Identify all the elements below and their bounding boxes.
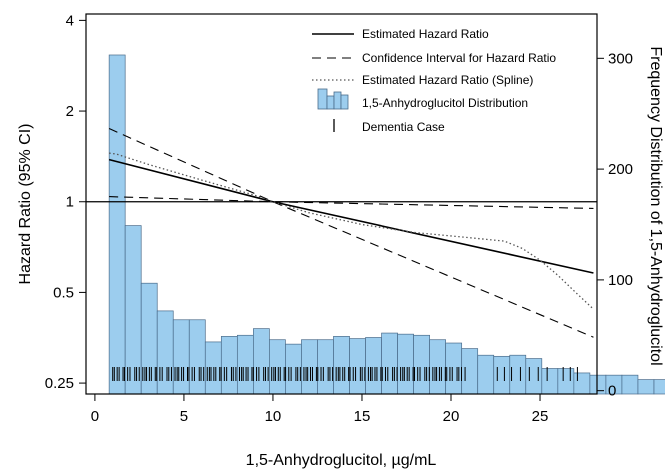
histogram-bar xyxy=(573,372,591,395)
histogram-bar xyxy=(365,337,382,395)
series-lines xyxy=(108,128,594,338)
histogram-bar xyxy=(301,339,318,395)
y-right-axis-ticks: 0 100 200 300 xyxy=(597,50,633,400)
y-left-tick-label: 2 xyxy=(66,103,74,120)
histogram-bar xyxy=(220,336,238,395)
histogram-bar xyxy=(493,355,511,395)
histogram-bar xyxy=(429,339,447,395)
histogram-bar xyxy=(285,343,302,395)
legend-label-dementia-case: Dementia Case xyxy=(362,120,445,134)
legend-hist-bar-4 xyxy=(340,94,349,110)
histogram-bar xyxy=(525,358,543,395)
histogram xyxy=(108,54,665,395)
ci-upper-line xyxy=(108,128,594,338)
histogram-bar xyxy=(461,348,479,395)
legend-label-estimated: Estimated Hazard Ratio xyxy=(362,27,489,41)
x-axis-title: 1,5-Anhydroglucitol, µg/mL xyxy=(246,452,437,469)
y-right-tick-label: 100 xyxy=(608,272,633,289)
histogram-bar xyxy=(333,336,350,395)
legend-swatch-histogram xyxy=(317,88,349,110)
histogram-bar xyxy=(108,54,126,395)
y-right-tick-label: 200 xyxy=(608,161,633,178)
x-tick-label: 25 xyxy=(532,408,549,425)
histogram-bar xyxy=(381,332,398,395)
histogram-bar xyxy=(637,379,655,395)
estimated-hazard-ratio-line xyxy=(108,158,594,274)
histogram-bar xyxy=(317,339,334,395)
x-tick-label: 20 xyxy=(443,408,460,425)
y-right-tick-label: 300 xyxy=(608,50,633,67)
y-left-tick-label: 1 xyxy=(66,194,74,211)
legend: Estimated Hazard Ratio Confidence Interv… xyxy=(312,27,556,134)
x-axis-ticks: 0 5 10 15 20 25 xyxy=(91,394,549,425)
plot-frame xyxy=(85,13,598,395)
histogram-bar xyxy=(477,354,495,395)
histogram-bar xyxy=(349,338,366,395)
x-tick-label: 0 xyxy=(91,408,99,425)
histogram-bar xyxy=(156,310,174,395)
legend-label-histogram: 1,5-Anhydroglucitol Distribution xyxy=(362,96,528,110)
dementia-case-ticks xyxy=(112,367,578,381)
y-left-axis-ticks: 0.25 0.5 1 2 4 xyxy=(45,12,86,392)
histogram-bar xyxy=(236,334,254,395)
ci-lower-line xyxy=(109,196,594,209)
legend-label-spline: Estimated Hazard Ratio (Spline) xyxy=(362,73,533,87)
y-left-tick-label: 0.25 xyxy=(45,375,74,392)
histogram-bar xyxy=(413,334,430,395)
y-left-axis-title: Hazard Ratio (95% CI) xyxy=(17,124,34,285)
histogram-bar xyxy=(253,328,270,395)
x-tick-label: 10 xyxy=(265,408,282,425)
legend-hist-bar-3 xyxy=(333,91,342,110)
y-left-tick-label: 4 xyxy=(66,12,74,29)
legend-label-ci: Confidence Interval for Hazard Ratio xyxy=(362,51,556,65)
histogram-bar xyxy=(653,379,665,395)
y-left-tick-label: 0.5 xyxy=(53,284,74,301)
histogram-bar xyxy=(269,339,286,395)
histogram-bar xyxy=(557,368,575,395)
x-tick-label: 5 xyxy=(180,408,188,425)
histogram-bar xyxy=(172,319,190,395)
histogram-bar xyxy=(509,354,527,395)
histogram-bar xyxy=(188,319,206,395)
legend-hist-bar-2 xyxy=(326,95,335,110)
x-tick-label: 15 xyxy=(354,408,371,425)
histogram-bar xyxy=(621,374,639,395)
spline-line xyxy=(109,152,594,310)
histogram-bar xyxy=(541,368,559,395)
histogram-bar xyxy=(397,333,414,395)
legend-hist-bar-1 xyxy=(317,88,328,110)
y-right-tick-label: 0 xyxy=(608,383,616,400)
y-right-axis-title: Frequency Distribution of 1,5-Anhydroglu… xyxy=(647,46,664,365)
